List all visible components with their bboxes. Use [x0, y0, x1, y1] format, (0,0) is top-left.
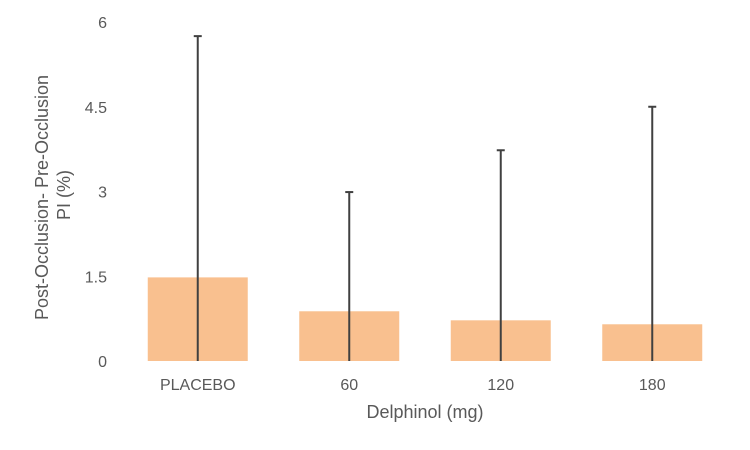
x-axis-title: Delphinol (mg) — [366, 402, 483, 422]
bars — [147, 277, 703, 361]
y-tick-label: 1.5 — [85, 269, 107, 286]
x-tick-label: 60 — [340, 377, 358, 394]
y-tick-label: 3 — [98, 185, 107, 202]
error-bar — [496, 149, 505, 361]
error-bar — [648, 105, 657, 361]
error-bar — [193, 35, 202, 361]
y-tick-label: 0 — [98, 354, 107, 371]
y-tick-label: 4.5 — [85, 100, 107, 117]
y-axis-ticks: 0 1.5 3 4.5 6 — [85, 15, 107, 371]
y-axis-title-line-2: PI (%) — [54, 170, 74, 220]
error-bar — [345, 191, 354, 361]
x-axis-ticks: PLACEBO 60 120 180 — [160, 377, 666, 394]
x-tick-label: 120 — [487, 377, 514, 394]
y-axis-title: Post-Occlusion- Pre-Occlusion PI (%) — [32, 70, 74, 320]
y-tick-label: 6 — [98, 15, 107, 32]
error-bars — [193, 35, 657, 361]
y-axis-title-line-1: Post-Occlusion- Pre-Occlusion — [32, 75, 52, 320]
x-tick-label: PLACEBO — [160, 377, 236, 394]
x-tick-label: 180 — [639, 377, 666, 394]
